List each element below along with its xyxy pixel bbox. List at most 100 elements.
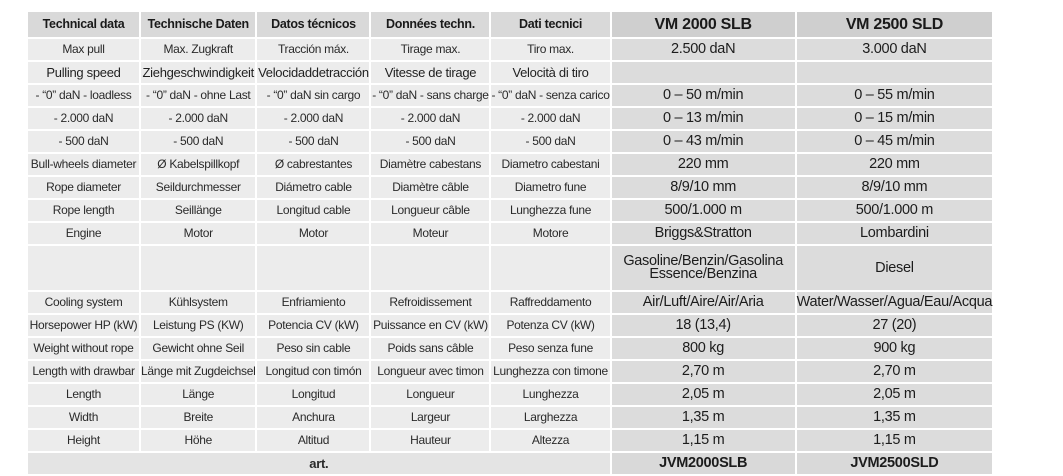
header-fr: Données techn. — [371, 12, 490, 37]
value-vm2500sld: 900 kg — [796, 338, 993, 359]
row-label: - 500 daN — [257, 131, 370, 152]
value-vm2000slb: 0 – 43 m/min — [611, 131, 795, 152]
row-label: Motore — [491, 223, 610, 244]
row-label: Height — [28, 430, 139, 451]
row-label: Potencia CV (kW) — [257, 315, 370, 336]
row-label: - “0” daN sin cargo — [257, 85, 370, 106]
article-label: art. — [28, 453, 610, 474]
row-label: Anchura — [257, 407, 370, 428]
row-label: Länge — [141, 384, 256, 405]
table-row: Horsepower HP (kW) Leistung PS (KW) Potenc… — [28, 315, 993, 336]
header-row: Technical data Technische Daten Datos té… — [28, 12, 993, 37]
row-label: Longueur avec timon — [371, 361, 490, 382]
row-label: - “0” daN - senza carico — [491, 85, 610, 106]
table-row: Pulling speed Ziehgeschwindigkeit Velocida… — [28, 62, 993, 83]
row-label: Gewicht ohne Seil — [141, 338, 256, 359]
table-row: Cooling system Kühlsystem Enfriamiento Refr… — [28, 292, 992, 313]
row-label — [257, 246, 370, 290]
row-label: Motor — [141, 223, 256, 244]
table-row: Width Breite Anchura Largeur Larghezza 1,35 m… — [28, 407, 993, 428]
table-row: Height Höhe Altitud Hauteur Altezza 1,15 m 1,1… — [28, 430, 993, 451]
table-row: - “0” daN - loadless - “0” daN - ohne Las… — [28, 85, 993, 106]
row-label: Larghezza — [491, 407, 610, 428]
value-vm2000slb: 8/9/10 mm — [611, 177, 795, 198]
table-row: Bull-wheels diameter Ø Kabelspillkopf Ø ca… — [28, 154, 993, 175]
value-vm2000slb: 18 (13,4) — [611, 315, 795, 336]
value-vm2500sld: 27 (20) — [796, 315, 993, 336]
value-vm2000slb: 2,70 m — [611, 361, 795, 382]
row-label: Horsepower HP (kW) — [28, 315, 139, 336]
row-label: Diamètre câble — [371, 177, 490, 198]
row-label: - 2.000 daN — [257, 108, 370, 129]
value-vm2000slb: Air/Luft/Aire/Air/Aria — [611, 292, 795, 313]
row-label: Longitud cable — [257, 200, 370, 221]
row-label: Length — [28, 384, 139, 405]
row-label: - 500 daN — [28, 131, 139, 152]
row-label: Ø cabrestantes — [257, 154, 370, 175]
table-row: Weight without rope Gewicht ohne Seil Peso… — [28, 338, 993, 359]
row-label: Engine — [28, 223, 139, 244]
row-label: Tiro max. — [491, 39, 610, 60]
table-row: Length with drawbar Länge mit Zugdeichsel… — [28, 361, 993, 382]
article-vm2000slb: JVM2000SLB — [611, 453, 795, 474]
row-label: Diametro fune — [491, 177, 610, 198]
row-label: Rope length — [28, 200, 139, 221]
article-number-row: art. JVM2000SLB JVM2500SLD — [28, 453, 993, 474]
value-vm2500sld: 2,05 m — [796, 384, 993, 405]
row-label: - “0” daN - loadless — [28, 85, 139, 106]
row-label: - 500 daN — [491, 131, 610, 152]
row-label: Motor — [257, 223, 370, 244]
value-vm2000slb: 0 – 50 m/min — [611, 85, 795, 106]
row-label: - 500 daN — [371, 131, 490, 152]
value-vm2000slb: 1,35 m — [611, 407, 795, 428]
row-label: Largeur — [371, 407, 490, 428]
row-label: Width — [28, 407, 139, 428]
row-label: Weight without rope — [28, 338, 139, 359]
value-vm2000slb: Briggs&Stratton — [611, 223, 795, 244]
row-label: Altitud — [257, 430, 370, 451]
value-vm2500sld: 0 – 55 m/min — [796, 85, 993, 106]
row-label: Vitesse de tirage — [371, 62, 490, 83]
row-label: Max. Zugkraft — [141, 39, 256, 60]
value-vm2000slb: 800 kg — [611, 338, 795, 359]
row-label: Lunghezza — [491, 384, 610, 405]
table-row: Engine Motor Motor Moteur Motore Briggs&Strat… — [28, 223, 993, 244]
row-label: Peso senza fune — [491, 338, 610, 359]
row-label: Velocidaddetracción — [257, 62, 370, 83]
value-vm2000slb: Gasoline/Benzin/Gasolina Essence/Benzina — [611, 246, 795, 290]
value-vm2500sld: 1,15 m — [796, 430, 993, 451]
row-label: Hauteur — [371, 430, 490, 451]
row-label: Velocità di tiro — [491, 62, 610, 83]
row-label: Tirage max. — [371, 39, 490, 60]
row-label: Diámetro cable — [257, 177, 370, 198]
row-label: Bull-wheels diameter — [28, 154, 139, 175]
row-label: Tracción máx. — [257, 39, 370, 60]
value-vm2000slb — [611, 62, 795, 83]
row-label: Refroidissement — [371, 292, 490, 313]
row-label: Potenza CV (kW) — [491, 315, 610, 336]
row-label: Kühlsystem — [141, 292, 256, 313]
header-model-vm2000slb: VM 2000 SLB — [611, 12, 795, 37]
row-label: Moteur — [371, 223, 490, 244]
value-vm2500sld: 1,35 m — [796, 407, 993, 428]
row-label: Length with drawbar — [28, 361, 139, 382]
row-label: Pulling speed — [28, 62, 139, 83]
row-label: Longueur câble — [371, 200, 490, 221]
row-label: Lunghezza con timone — [491, 361, 610, 382]
row-label: Raffreddamento — [491, 292, 610, 313]
value-vm2500sld: 2,70 m — [796, 361, 993, 382]
row-label: - 500 daN — [141, 131, 256, 152]
row-label: Longueur — [371, 384, 490, 405]
row-label: Peso sin cable — [257, 338, 370, 359]
row-label: - 2.000 daN — [28, 108, 139, 129]
row-label: Rope diameter — [28, 177, 139, 198]
value-vm2500sld: 8/9/10 mm — [796, 177, 993, 198]
value-vm2500sld: 0 – 15 m/min — [796, 108, 993, 129]
value-vm2000slb: 2.500 daN — [611, 39, 795, 60]
article-vm2500sld: JVM2500SLD — [796, 453, 993, 474]
row-label: - 2.000 daN — [371, 108, 490, 129]
row-label: Puissance en CV (kW) — [371, 315, 490, 336]
header-it: Dati tecnici — [491, 12, 610, 37]
row-label: Seildurchmesser — [141, 177, 256, 198]
value-vm2500sld: 500/1.000 m — [796, 200, 993, 221]
